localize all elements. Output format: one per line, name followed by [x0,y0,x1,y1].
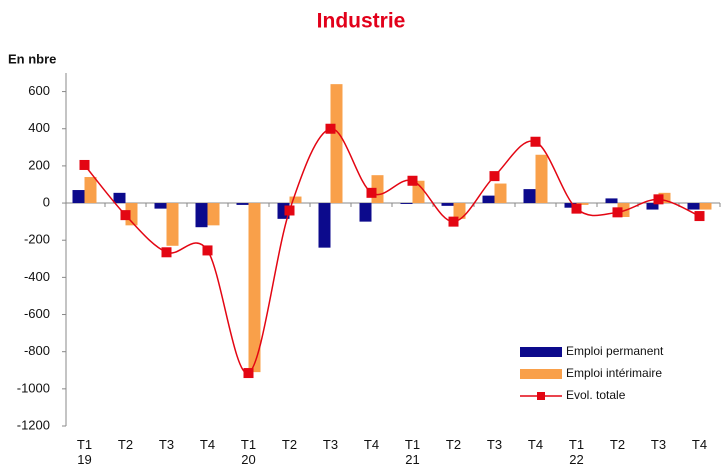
line-marker [284,205,295,216]
x-tick-label: T1 20 [240,437,257,467]
bar [113,192,126,204]
x-tick-label: T4 [363,437,380,452]
line-marker [79,159,90,170]
y-tick-label: 400 [28,120,50,135]
line-marker [366,187,377,198]
x-tick-label: T3 [486,437,503,452]
line [83,127,700,374]
legend-swatch [537,392,545,400]
line-marker [571,203,582,214]
x-tick-label: T2 [445,437,462,452]
bar [166,203,179,246]
legend-label: Evol. totale [566,388,626,402]
bar [523,189,536,204]
x-tick-label: T2 [281,437,298,452]
line-marker [489,171,500,182]
bar [564,203,577,208]
y-tick-label: 200 [28,157,50,172]
y-tick-label: -800 [24,343,50,358]
bar [646,203,659,210]
bar [494,183,507,204]
y-tick-label: 600 [28,83,50,98]
line-marker [448,216,459,227]
x-tick-label: T4 [691,437,708,452]
bar [535,154,548,204]
chart-title: Industrie [317,10,406,33]
line-marker [653,194,664,205]
y-tick-label: -1200 [17,417,50,432]
bar [330,84,343,204]
line-marker [161,247,172,258]
bar [576,203,589,205]
x-tick-label: T3 [158,437,175,452]
bar [195,203,208,228]
bar [207,203,220,226]
line-marker [325,123,336,134]
y-tick-label: -400 [24,269,50,284]
legend-label: Emploi permanent [566,344,664,358]
bar [687,203,700,210]
x-tick-label: T3 [650,437,667,452]
x-tick-label: T1 19 [76,437,93,467]
bar [412,180,425,204]
bar [236,203,249,205]
bar [154,203,167,209]
bar [605,198,618,204]
bar [318,203,331,248]
bar [441,203,454,206]
bar [699,203,712,210]
x-tick-label: T4 [527,437,544,452]
bar [72,190,85,204]
bar [453,203,466,219]
line-marker [530,136,541,147]
y-tick-label: -1000 [17,380,50,395]
line-marker [202,245,213,256]
bar [289,196,302,204]
x-tick-label: T1 22 [568,437,585,467]
line-marker [120,210,131,221]
x-tick-label: T1 21 [404,437,421,467]
x-tick-label: T2 [609,437,626,452]
bar [400,203,413,204]
line-marker [612,207,623,218]
y-axis-label: En nbre [8,51,56,66]
y-tick-label: -200 [24,232,50,247]
legend-label: Emploi intérimaire [566,366,662,380]
bar [359,203,372,222]
line-marker [694,211,705,222]
x-tick-label: T4 [199,437,216,452]
bar [248,203,261,373]
bar [84,177,97,204]
x-tick-label: T3 [322,437,339,452]
line-marker [243,368,254,379]
line-marker [407,175,418,186]
x-tick-label: T2 [117,437,134,452]
legend-swatch [520,369,562,379]
bar [482,195,495,204]
y-tick-label: 0 [43,194,50,209]
legend-swatch [520,347,562,357]
y-tick-label: -600 [24,306,50,321]
bar [658,192,671,204]
